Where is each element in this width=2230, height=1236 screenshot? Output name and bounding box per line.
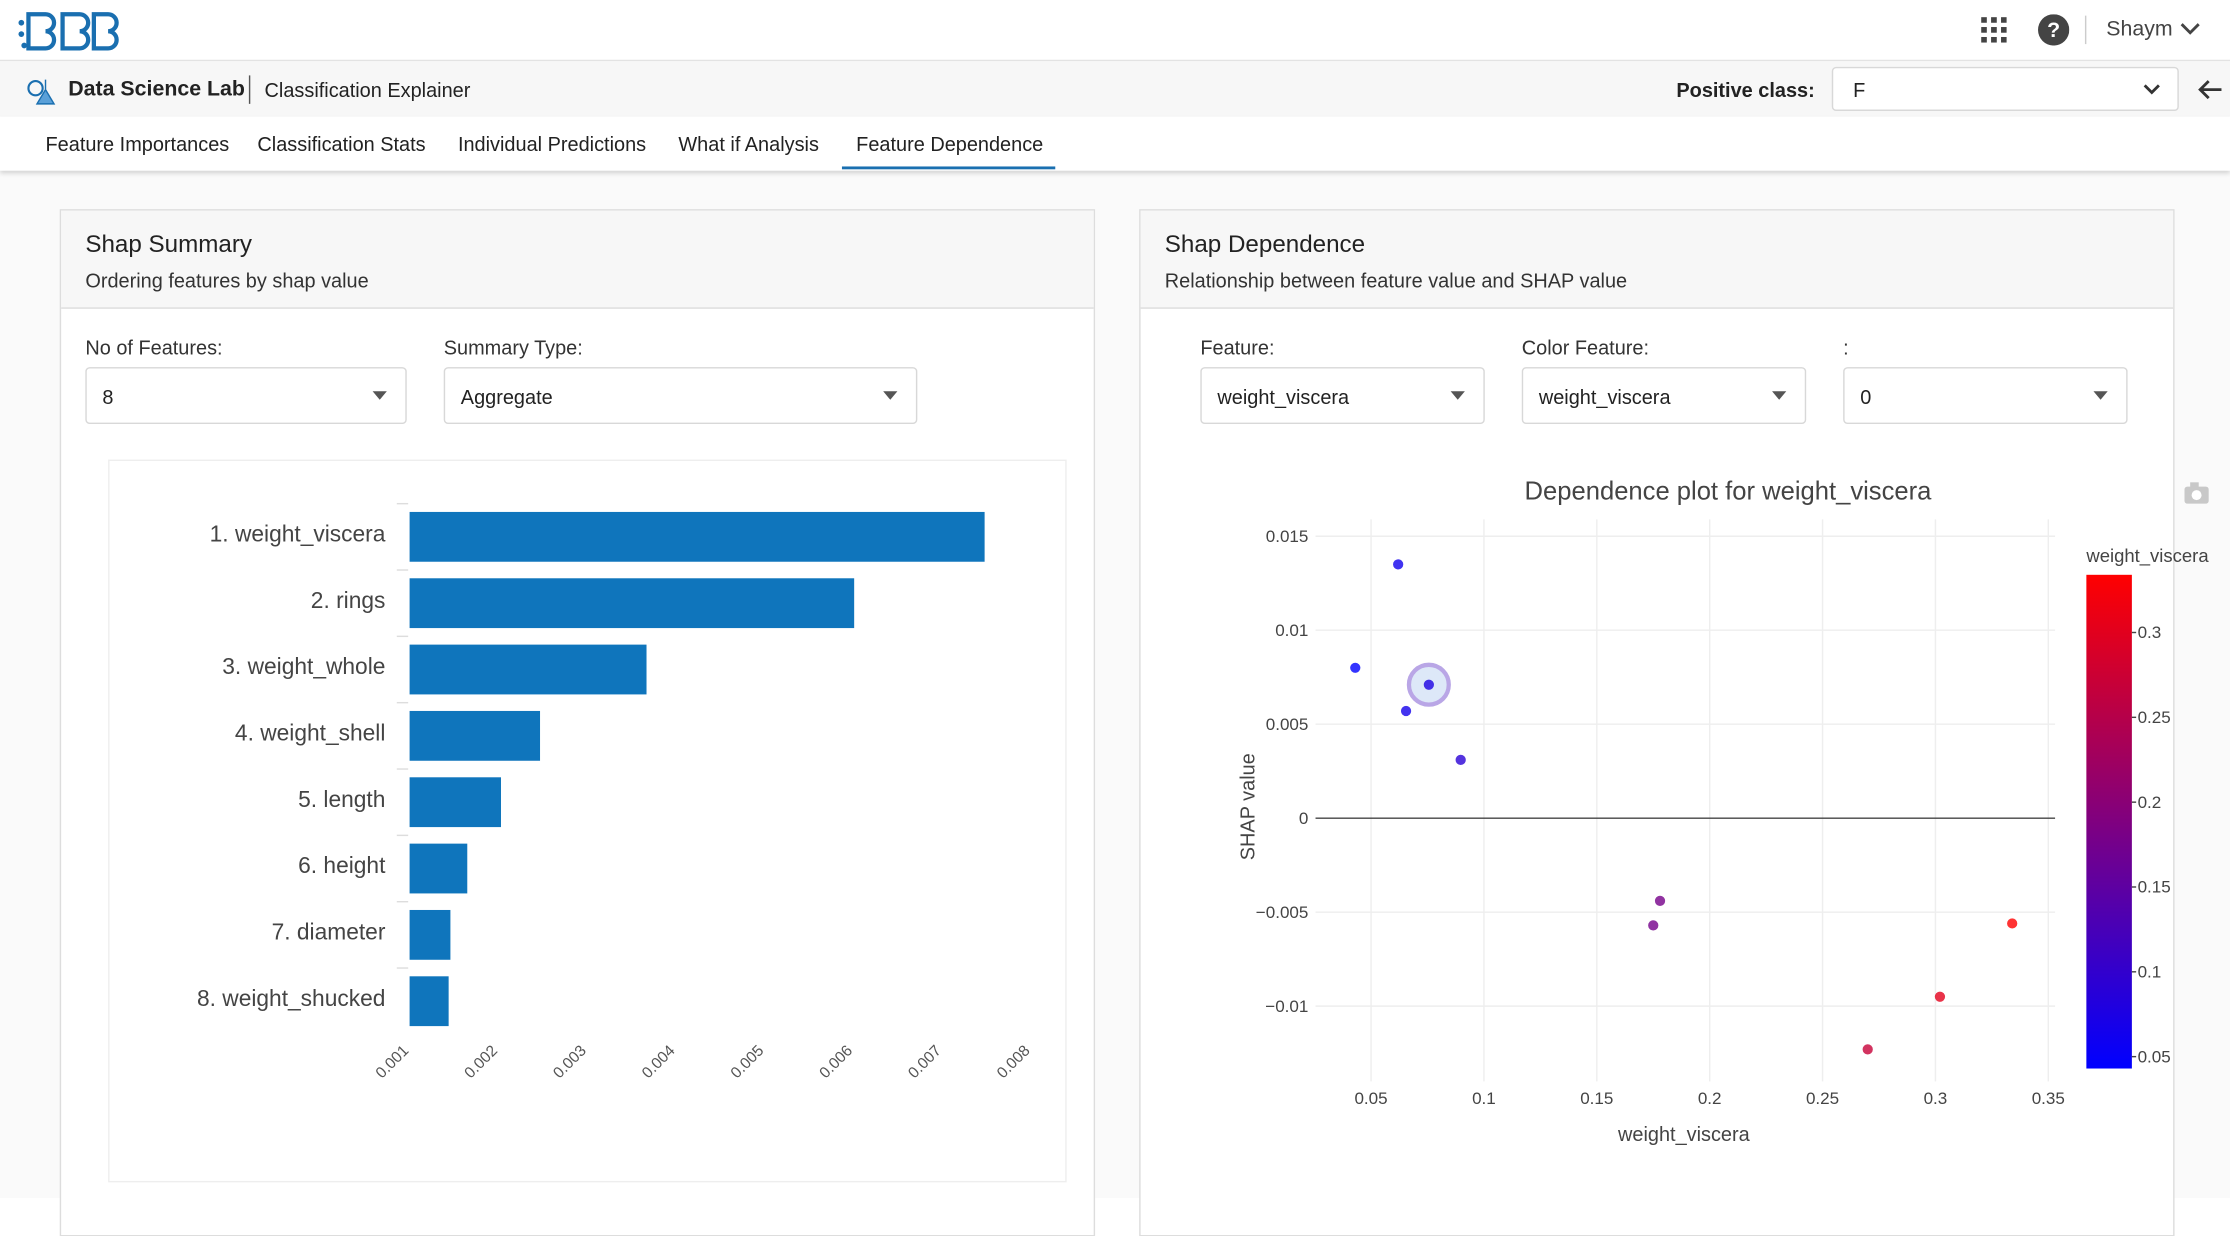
- x-tick-label: 0.35: [2032, 1089, 2065, 1108]
- bar: [410, 777, 501, 827]
- y-tick-label: 0.005: [1266, 715, 1309, 734]
- colorbar-tick-label: 0.3: [2138, 623, 2162, 642]
- x-tick-label: 0.007: [905, 1042, 945, 1082]
- bar: [410, 910, 451, 960]
- y-tick-label: −0.005: [1256, 903, 1309, 922]
- y-tick-label: 1. weight_viscera: [210, 520, 386, 546]
- point: [1424, 680, 1434, 690]
- point: [1393, 559, 1403, 569]
- y-tick-label: 5. length: [298, 786, 385, 812]
- x-tick-label: 0.3: [1924, 1089, 1948, 1108]
- y-tick-label: 6. height: [298, 852, 386, 878]
- x-tick-label: 0.006: [816, 1042, 856, 1082]
- y-tick-label: −0.01: [1265, 997, 1308, 1016]
- y-tick-label: 0.015: [1266, 527, 1309, 546]
- y-tick-label: 4. weight_shell: [235, 719, 385, 745]
- y-tick-label: 8. weight_shucked: [197, 985, 385, 1011]
- x-tick-label: 0.05: [1354, 1089, 1387, 1108]
- point: [1655, 896, 1665, 906]
- point: [2007, 918, 2017, 928]
- x-tick-label: 0.008: [994, 1042, 1034, 1082]
- point: [1401, 706, 1411, 716]
- y-tick-label: 2. rings: [311, 587, 386, 613]
- point: [1863, 1044, 1873, 1054]
- x-tick-label: 0.002: [461, 1042, 501, 1082]
- colorbar-tick-label: 0.2: [2138, 793, 2162, 812]
- x-tick-label: 0.25: [1806, 1089, 1839, 1108]
- colorbar-tick-label: 0.15: [2138, 878, 2171, 897]
- page: ? Shaym Data Science Lab Classification …: [0, 0, 2230, 1198]
- point: [1350, 663, 1360, 673]
- camera-icon[interactable]: [2184, 482, 2208, 503]
- x-tick-label: 0.001: [373, 1042, 413, 1082]
- bar: [410, 578, 855, 628]
- x-axis-label: weight_viscera: [1617, 1124, 1751, 1146]
- colorbar-tick-label: 0.1: [2138, 963, 2162, 982]
- y-tick-label: 3. weight_whole: [222, 653, 385, 679]
- y-tick-label: 0: [1299, 809, 1308, 828]
- bar: [410, 844, 468, 894]
- point: [1935, 992, 1945, 1002]
- colorbar: [2086, 575, 2132, 1069]
- chart-title: Dependence plot for weight_viscera: [1525, 477, 1933, 505]
- point: [1456, 755, 1466, 765]
- x-tick-label: 0.004: [639, 1042, 679, 1082]
- x-tick-label: 0.005: [728, 1042, 768, 1082]
- y-tick-label: 0.01: [1275, 621, 1308, 640]
- bar: [410, 512, 985, 562]
- x-tick-label: 0.1: [1472, 1089, 1496, 1108]
- charts: 1. weight_viscera 2. rings 3. weight_whole…: [0, 0, 2230, 1198]
- colorbar-tick-label: 0.05: [2138, 1047, 2171, 1066]
- colorbar-title: weight_viscera: [2085, 545, 2209, 567]
- x-tick-label: 0.2: [1698, 1089, 1722, 1108]
- bar: [410, 711, 540, 761]
- bar: [410, 645, 647, 695]
- y-tick-label: 7. diameter: [272, 918, 386, 944]
- x-tick-label: 0.003: [550, 1042, 590, 1082]
- bar: [410, 976, 449, 1026]
- x-tick-label: 0.15: [1580, 1089, 1613, 1108]
- colorbar-tick-label: 0.25: [2138, 708, 2171, 727]
- y-axis-label: SHAP value: [1237, 753, 1259, 860]
- point: [1648, 920, 1658, 930]
